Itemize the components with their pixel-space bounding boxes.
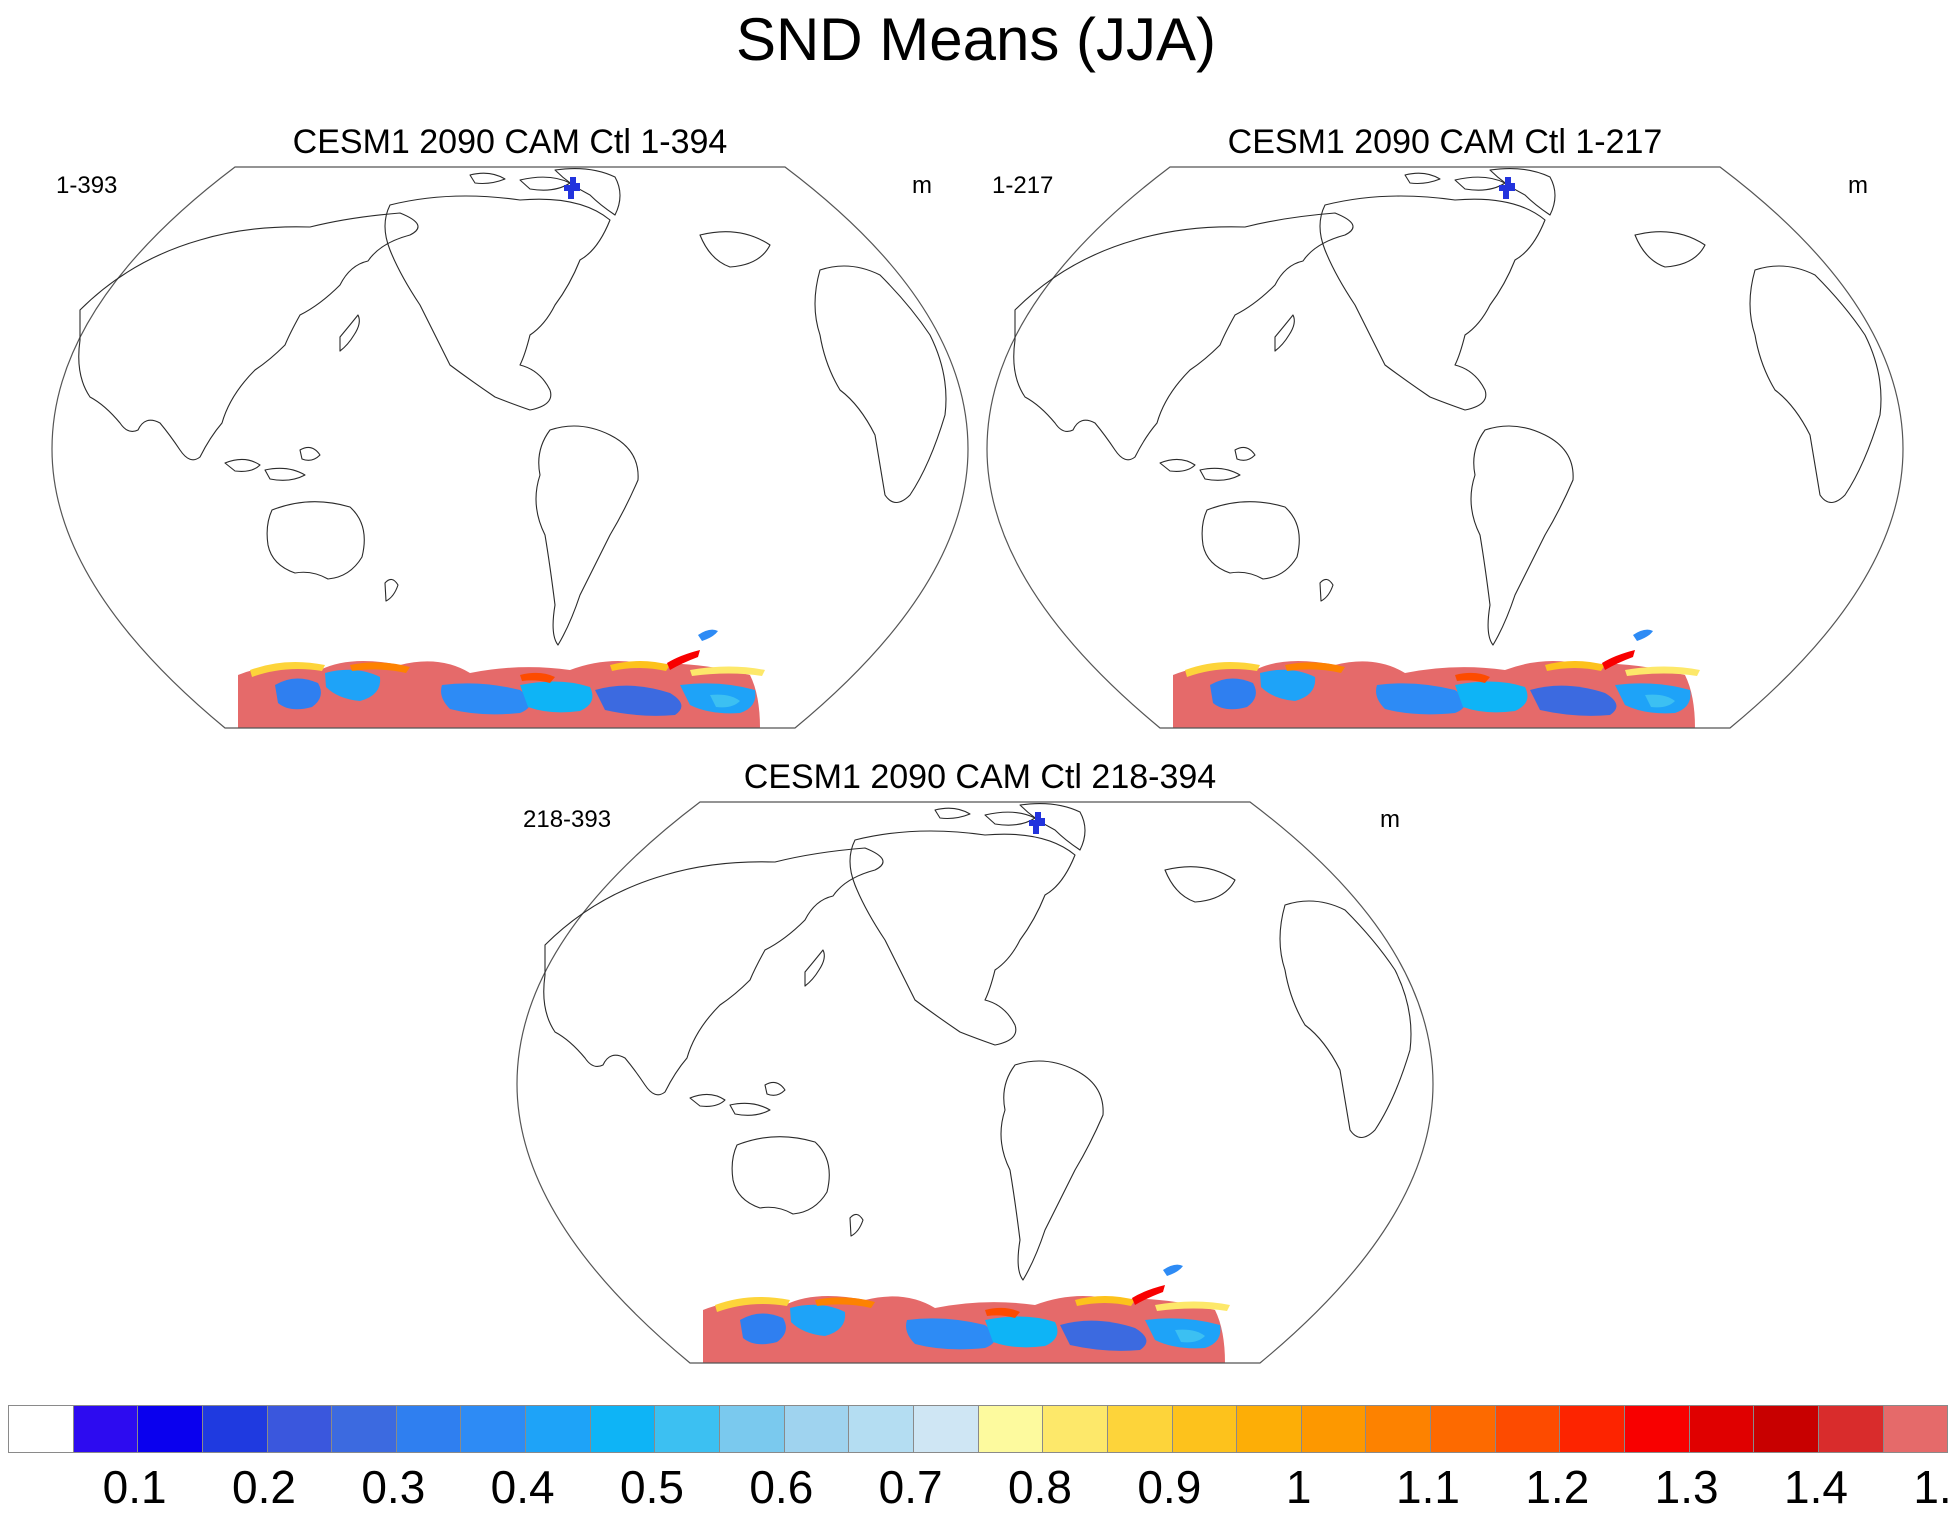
colorbar-swatch: [1431, 1405, 1496, 1453]
colorbar-swatch: [978, 1405, 1044, 1453]
colorbar-swatch: [138, 1405, 203, 1453]
colorbar-swatch: [1883, 1405, 1949, 1453]
colorbar-tick-label: 0.3: [361, 1461, 426, 1513]
colorbar-swatch: [590, 1405, 656, 1453]
panel-3-range-label: 218-393: [523, 806, 612, 833]
colorbar-tick-label: 0.1: [102, 1461, 167, 1513]
colorbar-swatch: [913, 1405, 979, 1453]
colorbar-swatch: [202, 1405, 268, 1453]
panel-1-title: CESM1 2090 CAM Ctl 1-394: [292, 123, 728, 161]
colorbar-tick-label: 1.3: [1654, 1461, 1719, 1513]
colorbar-swatch: [8, 1405, 74, 1453]
colorbar-swatch: [1689, 1405, 1755, 1453]
colorbar-swatch: [1237, 1405, 1302, 1453]
panel-2-range-label: 1-217: [992, 172, 1054, 199]
colorbar-labels: 0.1 0.2 0.3 0.4 0.5 0.6 0.7 0.8 0.9 1 1.1 1.2 1.3 1.4…: [0, 1462, 1952, 1512]
colorbar-swatch: [1560, 1405, 1626, 1453]
panel-1-world-map: [52, 167, 968, 728]
colorbar-swatch: [1172, 1405, 1238, 1453]
panel-3-map: [515, 800, 1435, 1365]
panel-1-units: m: [912, 172, 932, 199]
colorbar-swatch: [1043, 1405, 1108, 1453]
figure-title: SND Means (JJA): [735, 6, 1217, 73]
colorbar-tick-label: 0.6: [749, 1461, 814, 1513]
colorbar-swatch: [1301, 1405, 1367, 1453]
colorbar-tick-label: 1.5: [1913, 1461, 1952, 1513]
colorbar-swatch: [526, 1405, 591, 1453]
colorbar-swatch: [1495, 1405, 1561, 1453]
colorbar-tick-label: 1: [1285, 1461, 1312, 1513]
panel-1-range-label: 1-393: [56, 172, 118, 199]
colorbar-swatch: [73, 1405, 139, 1453]
panel-2-units: m: [1848, 172, 1868, 199]
colorbar-swatch: [1366, 1405, 1432, 1453]
colorbar-swatch: [1625, 1405, 1690, 1453]
colorbar-swatch: [1754, 1405, 1819, 1453]
colorbar-swatch: [1107, 1405, 1173, 1453]
panel-3-title: CESM1 2090 CAM Ctl 218-394: [743, 758, 1217, 796]
colorbar-swatch: [849, 1405, 914, 1453]
colorbar-tick-label: 1.1: [1396, 1461, 1460, 1513]
colorbar-tick-label: 0.5: [620, 1461, 684, 1513]
colorbar-tick-label: 1.4: [1784, 1461, 1848, 1513]
colorbar-swatch: [720, 1405, 785, 1453]
colorbar-swatch: [267, 1405, 333, 1453]
colorbar-swatch: [655, 1405, 721, 1453]
colorbar-tick-label: 0.7: [878, 1461, 943, 1513]
colorbar-swatch: [1818, 1405, 1884, 1453]
colorbar-tick-label: 0.8: [1008, 1461, 1072, 1513]
colorbar-tick-label: 0.9: [1137, 1461, 1202, 1513]
colorbar-tick-label: 1.2: [1525, 1461, 1590, 1513]
colorbar-swatch: [332, 1405, 397, 1453]
panel-1-map: [50, 165, 970, 730]
colorbar-swatch: [461, 1405, 527, 1453]
colorbar-swatch: [396, 1405, 462, 1453]
colorbar: [8, 1405, 1949, 1453]
panel-2-map: [985, 165, 1905, 730]
colorbar-tick-label: 0.2: [232, 1461, 296, 1513]
panel-2-world-map: [987, 167, 1903, 728]
colorbar-swatch: [784, 1405, 850, 1453]
panel-2-title: CESM1 2090 CAM Ctl 1-217: [1227, 123, 1663, 161]
panel-3-world-map: [517, 802, 1433, 1363]
panel-3-units: m: [1380, 806, 1400, 833]
colorbar-tick-label: 0.4: [490, 1461, 555, 1513]
